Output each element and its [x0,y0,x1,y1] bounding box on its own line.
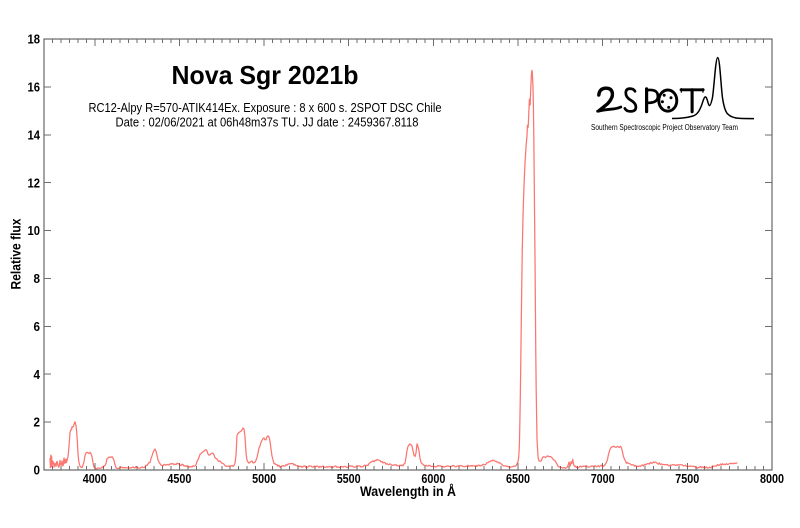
svg-text:6000: 6000 [421,472,445,486]
svg-text:5000: 5000 [252,472,276,486]
svg-text:2: 2 [34,416,41,430]
svg-text:5500: 5500 [337,472,361,486]
svg-text:7500: 7500 [675,472,699,486]
svg-text:7000: 7000 [591,472,615,486]
svg-text:4: 4 [34,368,41,382]
svg-text:12: 12 [28,176,41,190]
svg-text:4000: 4000 [83,472,107,486]
svg-text:16: 16 [28,81,41,95]
svg-text:Wavelength in Å: Wavelength in Å [360,484,456,499]
svg-text:RC12-Alpy R=570-ATIK414Ex. Exp: RC12-Alpy R=570-ATIK414Ex. Exposure : 8 … [89,100,442,115]
svg-text:8000: 8000 [760,472,784,486]
svg-text:6500: 6500 [506,472,530,486]
svg-text:10: 10 [28,224,41,238]
svg-text:14: 14 [28,128,41,142]
svg-text:4500: 4500 [167,472,191,486]
svg-text:Nova Sgr 2021b: Nova Sgr 2021b [172,60,359,90]
svg-text:Date : 02/06/2021 at 06h48m37s: Date : 02/06/2021 at 06h48m37s TU. JJ da… [116,115,419,130]
svg-text:Relative flux: Relative flux [9,218,24,289]
svg-text:8: 8 [34,272,41,286]
svg-text:0: 0 [34,464,41,478]
svg-text:Southern Spectroscopic Project: Southern Spectroscopic Project Observato… [591,123,738,132]
svg-text:6: 6 [34,320,41,334]
svg-text:18: 18 [28,33,41,47]
